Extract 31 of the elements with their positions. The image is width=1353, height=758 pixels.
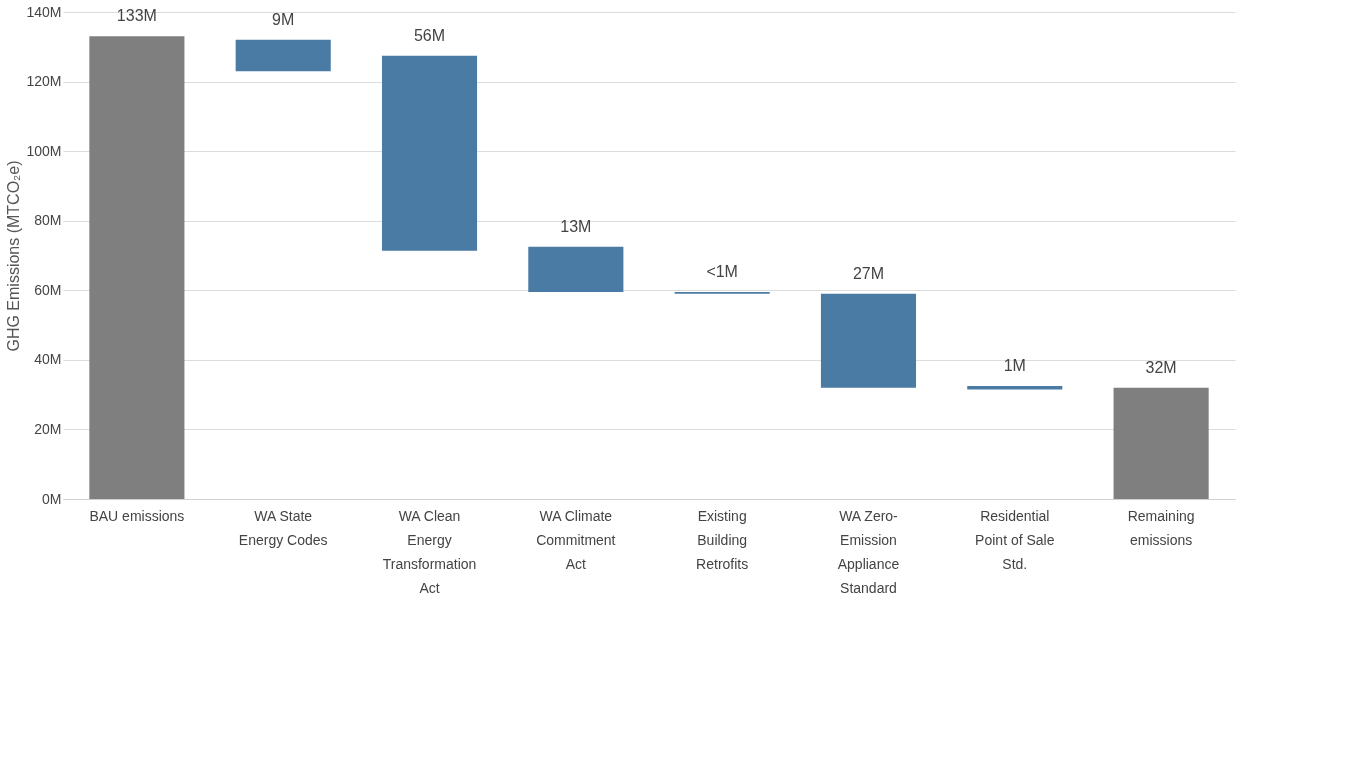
data-label: 9M — [272, 10, 295, 28]
x-tick-label: Residential Point of Sale Std. — [975, 507, 1055, 572]
bar — [1113, 387, 1209, 499]
x-tick-label: Existing Building Retrofits — [696, 507, 749, 572]
data-label: 27M — [852, 264, 885, 282]
y-tick-label: 80M — [34, 212, 62, 229]
x-tick-label: WA State Energy Codes — [238, 507, 328, 548]
y-tick-label: 20M — [34, 420, 62, 437]
data-label: 32M — [1145, 358, 1177, 376]
bar — [820, 293, 917, 388]
y-tick-label: 140M — [26, 3, 62, 20]
y-tick-label: 60M — [34, 281, 62, 298]
y-tick-label: 100M — [26, 142, 62, 159]
data-label: 133M — [116, 7, 157, 25]
bar — [381, 55, 478, 251]
x-tick-label: WA Climate Commitment Act — [536, 507, 616, 572]
data-label: 56M — [413, 26, 446, 44]
data-label: 1M — [1003, 356, 1026, 374]
data-label: <1M — [706, 263, 738, 281]
y-tick-label: 120M — [26, 73, 62, 90]
y-tick-label: 0M — [42, 490, 62, 507]
x-tick-label: BAU emissions — [89, 507, 185, 524]
bar — [528, 246, 624, 293]
bar — [89, 36, 185, 499]
x-tick-label: Remaining emissions — [1127, 507, 1195, 548]
x-tick-label: WA Zero-Emission Appliance Standard — [837, 507, 900, 596]
y-tick-label: 40M — [34, 351, 62, 368]
data-label: 13M — [560, 217, 592, 235]
bar — [235, 39, 331, 72]
x-tick-label: WA Clean Energy Transformation Act — [382, 507, 477, 596]
y-axis-title: GHG Emissions (MTCO₂e) — [5, 160, 23, 352]
